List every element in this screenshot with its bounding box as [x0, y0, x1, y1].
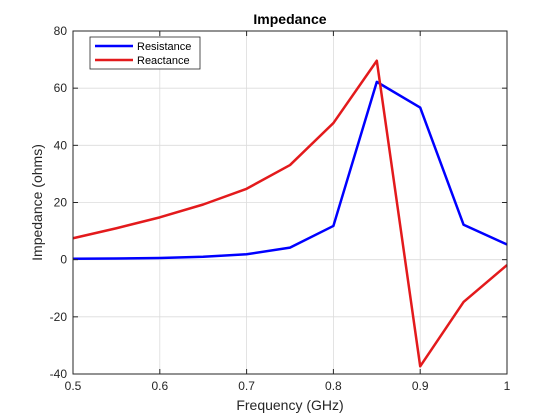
chart-title: Impedance: [253, 11, 326, 27]
x-tick-label: 0.8: [325, 379, 342, 393]
x-tick-label: 0.5: [65, 379, 82, 393]
y-axis-label: Impedance (ohms): [29, 144, 45, 261]
y-tick-label: 20: [54, 196, 68, 210]
x-tick-label: 0.7: [238, 379, 255, 393]
axis-ticks: [72, 30, 508, 375]
legend-label-resistance: Resistance: [137, 41, 191, 53]
x-tick-label: 0.6: [151, 379, 168, 393]
x-axis-label: Frequency (GHz): [236, 397, 343, 413]
x-tick-label: 1: [504, 379, 511, 393]
y-tick-label: -20: [50, 310, 68, 324]
series-lines: [72, 59, 508, 368]
legend: Resistance Reactance: [89, 36, 201, 70]
y-tick-label: 60: [54, 81, 68, 95]
y-tick-label: 80: [54, 24, 68, 38]
series-line-reactance: [72, 59, 508, 368]
legend-label-reactance: Reactance: [137, 55, 190, 67]
tick-labels: 0.5 0.6 0.7 0.8 0.9 1 -40 -20 0 20 40 60 80: [50, 24, 511, 393]
legend-box: [89, 36, 201, 70]
y-tick-label: -40: [50, 367, 68, 381]
y-tick-label: 0: [60, 253, 67, 267]
series-line-resistance: [72, 80, 508, 261]
x-tick-label: 0.9: [412, 379, 429, 393]
y-tick-label: 40: [54, 138, 68, 152]
